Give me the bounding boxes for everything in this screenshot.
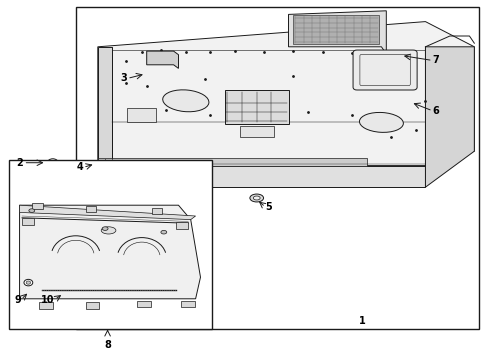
Bar bbox=[22, 218, 34, 225]
Polygon shape bbox=[20, 205, 195, 220]
Polygon shape bbox=[98, 47, 112, 187]
Text: 2: 2 bbox=[17, 158, 23, 168]
Polygon shape bbox=[98, 166, 425, 187]
Polygon shape bbox=[98, 22, 473, 166]
Ellipse shape bbox=[24, 279, 33, 286]
Bar bbox=[181, 301, 194, 307]
Polygon shape bbox=[98, 158, 366, 166]
Text: 4: 4 bbox=[76, 162, 83, 172]
Bar bbox=[176, 222, 188, 229]
Text: 5: 5 bbox=[265, 202, 272, 212]
Ellipse shape bbox=[249, 194, 263, 202]
Bar bbox=[293, 15, 378, 44]
Ellipse shape bbox=[47, 159, 58, 167]
Ellipse shape bbox=[102, 227, 108, 230]
Bar bbox=[76, 7, 478, 329]
Ellipse shape bbox=[359, 112, 403, 132]
Bar bbox=[224, 90, 288, 124]
Bar bbox=[39, 302, 53, 309]
Text: 10: 10 bbox=[41, 294, 55, 305]
Polygon shape bbox=[98, 164, 127, 169]
Ellipse shape bbox=[26, 281, 30, 284]
Bar bbox=[239, 126, 273, 137]
Ellipse shape bbox=[29, 209, 35, 212]
Polygon shape bbox=[425, 47, 473, 187]
Bar bbox=[127, 108, 156, 122]
Text: 1: 1 bbox=[359, 316, 366, 326]
Bar bbox=[9, 160, 211, 329]
Bar bbox=[151, 208, 162, 214]
Ellipse shape bbox=[161, 230, 166, 234]
Ellipse shape bbox=[101, 227, 116, 234]
Polygon shape bbox=[288, 11, 386, 54]
Bar bbox=[32, 203, 42, 209]
FancyBboxPatch shape bbox=[352, 50, 416, 90]
Polygon shape bbox=[146, 51, 178, 68]
Bar bbox=[137, 301, 150, 307]
Ellipse shape bbox=[253, 196, 260, 200]
Text: 8: 8 bbox=[104, 340, 111, 350]
Text: 6: 6 bbox=[432, 106, 439, 116]
Text: 7: 7 bbox=[432, 55, 439, 66]
Polygon shape bbox=[20, 205, 200, 299]
Text: 3: 3 bbox=[120, 73, 127, 84]
Ellipse shape bbox=[50, 161, 55, 165]
Bar bbox=[85, 302, 99, 309]
Ellipse shape bbox=[163, 90, 208, 112]
Bar bbox=[85, 206, 96, 212]
Text: 9: 9 bbox=[14, 294, 21, 305]
